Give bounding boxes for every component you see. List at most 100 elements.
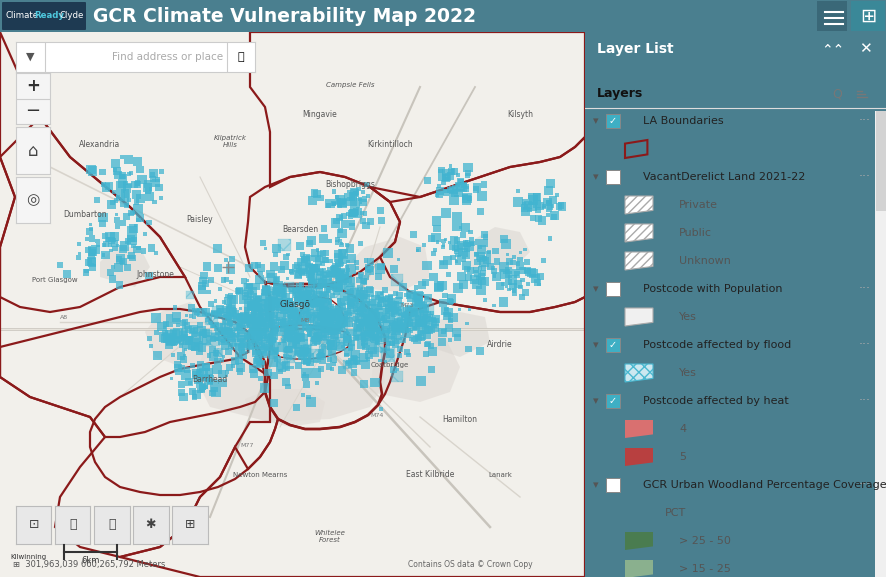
Bar [184, 336, 193, 345]
Bar [315, 300, 321, 305]
Bar [337, 198, 346, 208]
Bar [340, 262, 344, 267]
Bar [284, 384, 291, 389]
Bar [228, 339, 236, 347]
Bar [348, 337, 351, 340]
Bar [202, 308, 210, 316]
Bar [287, 313, 292, 319]
Bar [236, 335, 246, 346]
Bar [354, 324, 361, 332]
Bar [273, 304, 279, 310]
Bar [431, 216, 441, 226]
Bar [333, 218, 339, 224]
Bar [188, 338, 193, 342]
Bar [144, 232, 147, 236]
Bar [357, 307, 365, 316]
Bar [282, 339, 285, 343]
Text: Layer List: Layer List [596, 42, 672, 56]
Bar [255, 316, 261, 323]
Bar [415, 316, 426, 327]
Bar [396, 326, 401, 331]
Bar [291, 322, 297, 328]
Bar [477, 254, 485, 262]
Text: Mingavie: Mingavie [302, 110, 337, 119]
Bar [167, 314, 172, 320]
Bar [325, 318, 333, 326]
Bar [247, 296, 251, 299]
Bar [458, 252, 462, 256]
Bar [285, 366, 290, 371]
Bar [198, 286, 206, 294]
Bar [315, 298, 319, 301]
Bar [424, 325, 432, 334]
Bar [359, 314, 372, 327]
Bar [191, 394, 197, 399]
Bar [283, 306, 287, 311]
Bar [378, 315, 386, 323]
Bar [440, 238, 445, 243]
Bar [431, 319, 439, 325]
Bar [361, 321, 375, 334]
Bar [529, 269, 538, 278]
Text: Campsie Fells: Campsie Fells [325, 82, 374, 88]
Bar [438, 168, 443, 174]
Bar [346, 278, 354, 287]
Bar [409, 338, 413, 341]
Bar [452, 328, 461, 337]
Bar [338, 316, 349, 327]
Bar [134, 223, 137, 227]
Bar [396, 335, 401, 340]
Bar [319, 271, 326, 279]
Bar [340, 316, 346, 323]
Bar [253, 318, 261, 327]
Bar [87, 257, 96, 266]
Bar [348, 215, 353, 219]
Bar [252, 301, 259, 309]
Bar [346, 329, 350, 334]
Bar [108, 243, 112, 246]
Bar [361, 197, 366, 201]
Bar [446, 272, 451, 277]
Bar [348, 223, 354, 230]
Bar [270, 372, 277, 379]
Bar [361, 360, 370, 369]
Bar [346, 295, 356, 305]
Bar [205, 318, 208, 322]
Bar [268, 320, 272, 325]
Bar [147, 336, 152, 340]
Bar [237, 332, 240, 335]
Bar [260, 293, 268, 301]
Text: Coatbridge: Coatbridge [370, 362, 408, 368]
Bar [268, 320, 275, 327]
Bar [247, 302, 253, 309]
Bar [537, 283, 540, 286]
Bar [415, 300, 421, 307]
Bar [289, 332, 297, 340]
Bar [331, 203, 335, 207]
Bar [314, 332, 323, 340]
Bar [317, 194, 323, 201]
Bar [307, 298, 315, 306]
Bar [235, 288, 241, 294]
Bar [149, 344, 153, 348]
Bar [333, 320, 345, 332]
Bar [318, 353, 323, 357]
Bar [257, 264, 265, 272]
Bar [299, 347, 307, 357]
Bar [321, 299, 330, 309]
Bar [333, 268, 339, 274]
Text: ▾: ▾ [593, 480, 598, 490]
Bar [366, 312, 369, 315]
Bar [133, 204, 143, 214]
Bar [258, 308, 264, 314]
Bar [257, 319, 264, 325]
Bar [209, 352, 218, 361]
Bar [346, 336, 350, 340]
Bar [408, 307, 411, 310]
Bar [557, 203, 563, 209]
Bar [333, 283, 343, 292]
Bar [373, 312, 379, 318]
Bar [316, 252, 323, 257]
Bar [313, 279, 323, 289]
Bar [334, 317, 339, 323]
